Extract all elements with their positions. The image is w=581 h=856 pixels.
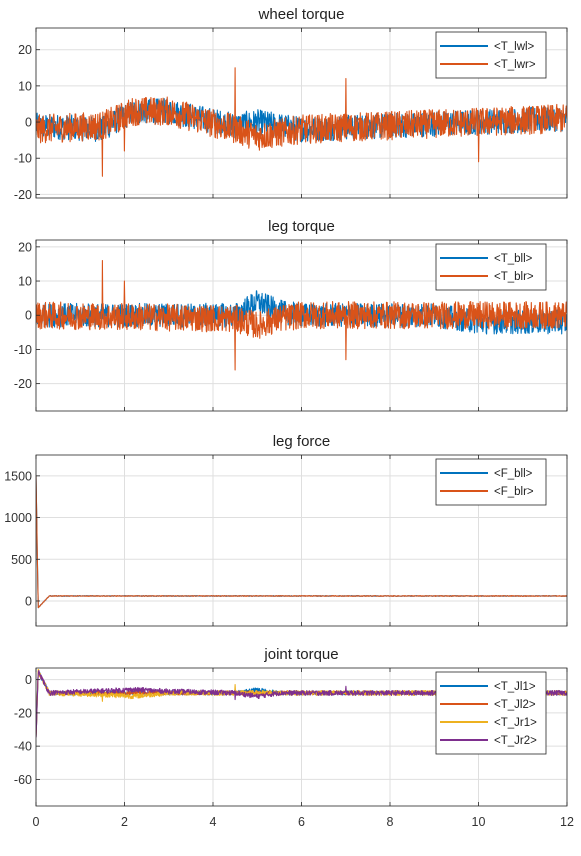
x-tick-label: 4: [210, 815, 217, 829]
legend-entry: <T_lwl>: [494, 41, 535, 53]
legend-entry: <T_Jr1>: [494, 717, 537, 729]
y-tick-label: 10: [18, 79, 32, 93]
chart-title: leg force: [273, 433, 331, 450]
legend: <T_bll> <T_blr>: [435, 243, 547, 291]
y-tick-label: -20: [14, 188, 32, 202]
x-tick-label: 8: [387, 815, 394, 829]
y-tick-label: 0: [25, 309, 32, 323]
y-tick-label: 0: [25, 673, 32, 687]
series-line-2: [36, 259, 567, 371]
series-line-2: [36, 475, 567, 609]
y-tick-label: 20: [18, 43, 32, 57]
chart-title: joint torque: [263, 646, 338, 663]
legend-entry: <T_Jr2>: [494, 735, 537, 747]
y-tick-label: -20: [14, 377, 32, 391]
chart-panel-2: -20 -10 0 10 20 leg torque <T_bll> <T_blr>: [14, 218, 568, 412]
y-tick-label: -40: [14, 740, 32, 754]
y-tick-label: 20: [18, 240, 32, 254]
legend-entry: <T_lwr>: [494, 59, 536, 71]
legend: <F_bll> <F_blr>: [435, 458, 547, 506]
legend-entry: <F_bll>: [494, 468, 533, 480]
chart-panel-3: 0 500 1000 1500 leg force <F_bll> <F_blr>: [4, 433, 568, 627]
legend-entry: <T_bll>: [494, 253, 533, 265]
y-tick-label: 1500: [4, 469, 32, 483]
series-group: [36, 67, 567, 177]
y-tick-label: -10: [14, 152, 32, 166]
x-tick-label: 12: [560, 815, 574, 829]
legend-entry: <T_blr>: [494, 271, 534, 283]
chart-title: wheel torque: [258, 6, 345, 23]
y-tick-label: 10: [18, 275, 32, 289]
y-tick-label: -60: [14, 773, 32, 787]
x-tick-label: 10: [472, 815, 486, 829]
y-tick-label: -10: [14, 343, 32, 357]
legend-box: [435, 243, 547, 291]
chart-title: leg torque: [268, 218, 335, 235]
y-tick-label: 500: [11, 553, 32, 567]
legend-entry: <T_Jl1>: [494, 681, 536, 693]
y-tick-label: 0: [25, 594, 32, 608]
legend-entry: <F_blr>: [494, 486, 534, 498]
x-tick-label: 0: [33, 815, 40, 829]
y-tick-label: 1000: [4, 511, 32, 525]
x-tick-label: 6: [298, 815, 305, 829]
series-group: [36, 475, 567, 609]
legend: <T_lwl> <T_lwr>: [435, 31, 547, 79]
x-tick-label: 2: [121, 815, 128, 829]
chart-panel-1: -20 -10 0 10 20 wheel torque <T_lwl> <T_lwr>: [14, 6, 568, 202]
series-line-2: [36, 67, 567, 177]
y-tick-label: 0: [25, 116, 32, 130]
legend-entry: <T_Jl2>: [494, 699, 536, 711]
y-tick-label: -20: [14, 706, 32, 720]
series-group: [36, 259, 567, 371]
legend: <T_Jl1> <T_Jl2> <T_Jr1> <T_Jr2>: [435, 671, 547, 755]
legend-box: [435, 31, 547, 79]
legend-box: [435, 458, 547, 506]
